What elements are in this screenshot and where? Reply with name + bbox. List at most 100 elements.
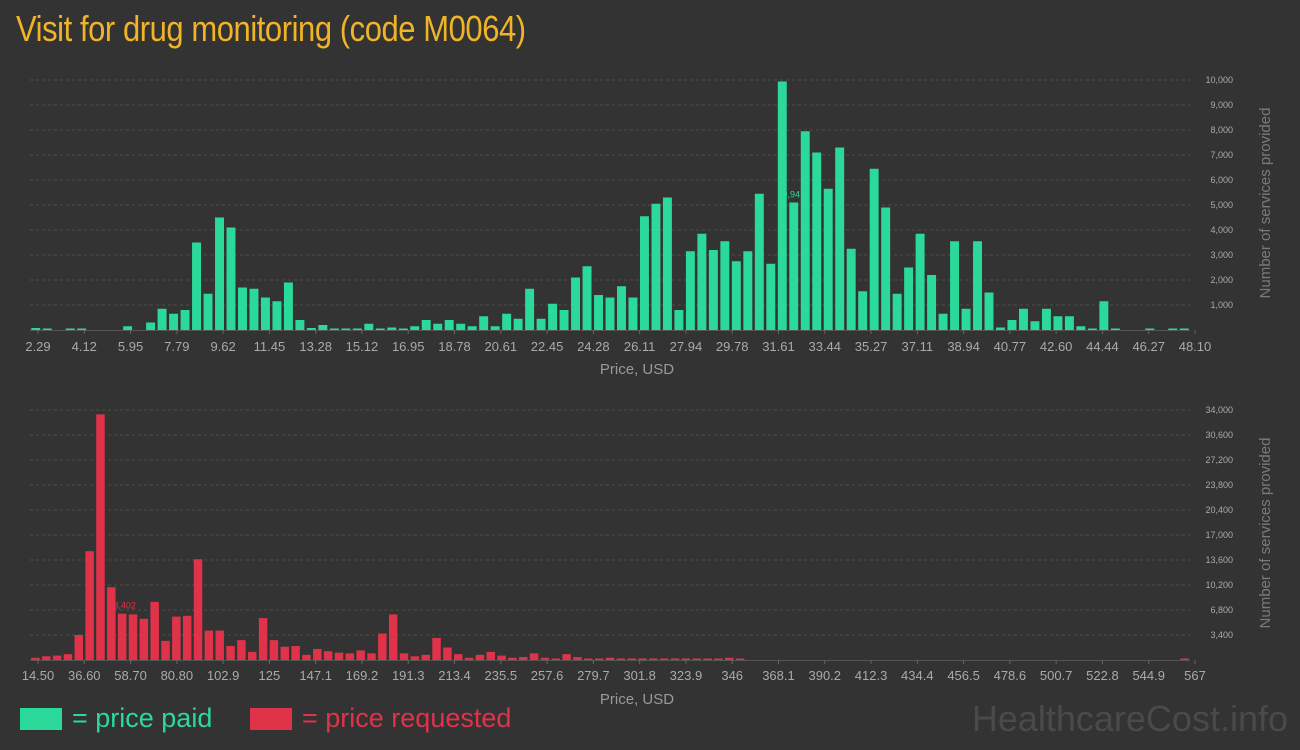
bar	[681, 658, 691, 660]
y-tick-label: 30,600	[1205, 430, 1233, 440]
bar	[85, 551, 94, 660]
bar	[996, 327, 1005, 330]
bar	[323, 651, 333, 660]
x-tick-label: 44.44	[1086, 339, 1119, 354]
y-tick-label: 1,000	[1210, 300, 1233, 310]
bar	[302, 654, 311, 660]
price-requested-histogram: 3,400 6,800 10,200 13,600 17,000 20,400 23,800…	[22, 405, 1274, 708]
bar	[1099, 301, 1109, 330]
bar	[1145, 328, 1155, 330]
legend-paid-swatch	[20, 708, 62, 730]
x-tick-label: 567	[1184, 668, 1206, 683]
bar	[456, 323, 466, 330]
bar	[529, 653, 539, 660]
legend-price-requested: = price requested	[250, 703, 511, 734]
page-title: Visit for drug monitoring (code M0064)	[16, 8, 526, 49]
bar	[444, 320, 454, 330]
bar	[226, 646, 235, 660]
bar	[1087, 328, 1097, 330]
x-tick-label: 42.60	[1040, 339, 1073, 354]
bar	[356, 650, 365, 660]
bar	[1110, 328, 1120, 330]
bar	[846, 248, 856, 330]
x-tick-label: 46.27	[1132, 339, 1165, 354]
bar	[927, 275, 937, 330]
bar	[204, 630, 214, 660]
bar	[573, 657, 582, 660]
y-tick-label: 3,400	[1210, 630, 1233, 640]
bar	[226, 227, 236, 330]
bar	[490, 326, 500, 330]
bar	[881, 207, 891, 330]
bar	[318, 325, 328, 330]
bar	[1168, 328, 1178, 330]
legend-price-paid: = price paid	[20, 703, 212, 734]
bar	[915, 233, 925, 330]
bar	[714, 658, 723, 660]
bar	[703, 658, 712, 660]
bar	[961, 308, 971, 330]
bar	[329, 328, 339, 330]
bar	[280, 646, 289, 660]
bar	[453, 654, 463, 660]
x-tick-label: 31.61	[762, 339, 795, 354]
x-tick-label: 191.3	[392, 668, 425, 683]
bar	[823, 188, 833, 330]
x-tick-label: 13.28	[299, 339, 332, 354]
y-tick-label: 9,000	[1210, 100, 1233, 110]
x-tick-label: 24.28	[577, 339, 610, 354]
bar	[858, 291, 868, 330]
bar	[364, 323, 374, 330]
bar	[123, 326, 133, 330]
bar	[295, 320, 305, 330]
bar	[685, 251, 695, 330]
bar	[306, 328, 316, 330]
x-tick-label: 301.8	[623, 668, 656, 683]
bar	[74, 635, 84, 660]
x-tick-label: 346	[721, 668, 743, 683]
bar	[649, 658, 658, 660]
bar	[150, 601, 159, 660]
y-tick-label: 4,000	[1210, 225, 1233, 235]
bar	[525, 288, 535, 330]
bar	[616, 658, 626, 660]
bar	[169, 313, 179, 330]
bar	[479, 316, 489, 330]
x-axis-title: Price, USD	[600, 691, 674, 708]
y-tick-label: 6,000	[1210, 175, 1233, 185]
x-tick-label: 522.8	[1086, 668, 1119, 683]
bar	[433, 323, 443, 330]
x-tick-label: 38.94	[947, 339, 980, 354]
bar	[192, 242, 202, 330]
bar	[341, 328, 351, 330]
bar	[1018, 308, 1028, 330]
bar	[77, 328, 87, 330]
y-tick-label: 10,000	[1205, 75, 1233, 85]
bar	[812, 152, 822, 330]
bar	[789, 202, 799, 330]
x-tick-label: 544.9	[1132, 668, 1165, 683]
bar	[584, 658, 593, 660]
x-tick-label: 29.78	[716, 339, 749, 354]
bar	[475, 654, 485, 660]
bar	[950, 241, 960, 330]
bar	[272, 301, 282, 330]
bar	[638, 658, 647, 660]
x-tick-label: 213.4	[438, 668, 471, 683]
y-tick-label: 27,200	[1205, 455, 1233, 465]
bar	[835, 147, 845, 330]
x-tick-label: 4.12	[72, 339, 97, 354]
x-tick-label: 434.4	[901, 668, 934, 683]
bar	[1076, 326, 1086, 330]
bar	[692, 658, 701, 660]
bar	[203, 293, 213, 330]
x-tick-label: 14.50	[22, 668, 55, 683]
x-tick-label: 9.62	[210, 339, 235, 354]
bar	[562, 654, 571, 660]
bar	[432, 637, 441, 660]
bar	[443, 647, 452, 660]
y-axis-title: Number of services provided	[1257, 108, 1274, 299]
bar	[63, 654, 73, 660]
y-tick-label: 3,000	[1210, 250, 1233, 260]
